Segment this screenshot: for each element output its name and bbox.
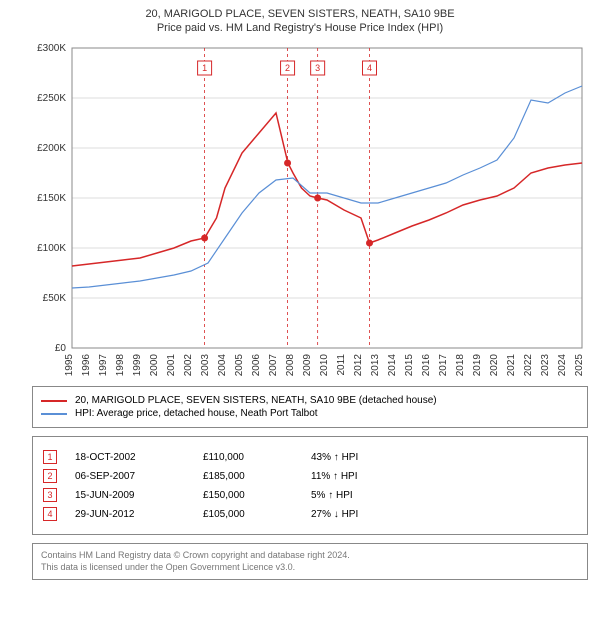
svg-text:£0: £0: [55, 343, 67, 354]
svg-text:2020: 2020: [489, 354, 500, 377]
transaction-row: 3 15-JUN-2009 £150,000 5% ↑ HPI: [43, 488, 577, 502]
svg-text:£50K: £50K: [43, 293, 67, 304]
footer-box: Contains HM Land Registry data © Crown c…: [32, 543, 588, 580]
transaction-row: 4 29-JUN-2012 £105,000 27% ↓ HPI: [43, 507, 577, 521]
svg-text:1999: 1999: [132, 354, 143, 377]
transaction-price: £105,000: [203, 509, 293, 520]
transaction-date: 18-OCT-2002: [75, 452, 185, 463]
svg-text:2006: 2006: [251, 354, 262, 377]
svg-text:2001: 2001: [166, 354, 177, 377]
svg-text:2008: 2008: [285, 354, 296, 377]
svg-text:2019: 2019: [472, 354, 483, 377]
legend-box: 20, MARIGOLD PLACE, SEVEN SISTERS, NEATH…: [32, 386, 588, 428]
svg-text:2013: 2013: [370, 354, 381, 377]
legend-label-1: 20, MARIGOLD PLACE, SEVEN SISTERS, NEATH…: [75, 395, 437, 406]
transaction-pct: 5% ↑ HPI: [311, 490, 411, 501]
svg-text:2014: 2014: [387, 354, 398, 377]
transaction-pct: 27% ↓ HPI: [311, 509, 411, 520]
svg-text:2: 2: [285, 63, 290, 73]
transaction-pct: 43% ↑ HPI: [311, 452, 411, 463]
svg-text:2004: 2004: [217, 354, 228, 377]
legend-swatch-2: [41, 413, 67, 415]
svg-text:2024: 2024: [557, 354, 568, 377]
svg-text:1995: 1995: [64, 354, 75, 377]
svg-text:2012: 2012: [353, 354, 364, 377]
legend-row: 20, MARIGOLD PLACE, SEVEN SISTERS, NEATH…: [41, 395, 579, 406]
transactions-box: 1 18-OCT-2002 £110,000 43% ↑ HPI 2 06-SEP-200…: [32, 436, 588, 535]
transaction-number-badge: 4: [43, 507, 57, 521]
svg-text:1996: 1996: [81, 354, 92, 377]
svg-text:2015: 2015: [404, 354, 415, 377]
transaction-date: 15-JUN-2009: [75, 490, 185, 501]
svg-text:2009: 2009: [302, 354, 313, 377]
svg-text:£300K: £300K: [37, 43, 66, 54]
svg-text:2016: 2016: [421, 354, 432, 377]
svg-text:1: 1: [202, 63, 207, 73]
transaction-number-badge: 3: [43, 488, 57, 502]
svg-text:2025: 2025: [574, 354, 585, 377]
svg-text:£150K: £150K: [37, 193, 66, 204]
svg-text:2018: 2018: [455, 354, 466, 377]
svg-text:1998: 1998: [115, 354, 126, 377]
svg-text:3: 3: [315, 63, 320, 73]
legend-row: HPI: Average price, detached house, Neat…: [41, 408, 579, 419]
title-line-1: 20, MARIGOLD PLACE, SEVEN SISTERS, NEATH…: [12, 8, 588, 20]
svg-text:2002: 2002: [183, 354, 194, 377]
legend-swatch-1: [41, 400, 67, 402]
transaction-number-badge: 2: [43, 469, 57, 483]
title-line-2: Price paid vs. HM Land Registry's House …: [12, 22, 588, 34]
transaction-date: 06-SEP-2007: [75, 471, 185, 482]
legend-label-2: HPI: Average price, detached house, Neat…: [75, 408, 318, 419]
svg-text:2022: 2022: [523, 354, 534, 377]
transaction-row: 2 06-SEP-2007 £185,000 11% ↑ HPI: [43, 469, 577, 483]
svg-text:4: 4: [367, 63, 372, 73]
svg-text:£100K: £100K: [37, 243, 66, 254]
transaction-date: 29-JUN-2012: [75, 509, 185, 520]
svg-text:£250K: £250K: [37, 93, 66, 104]
transaction-row: 1 18-OCT-2002 £110,000 43% ↑ HPI: [43, 450, 577, 464]
svg-text:2010: 2010: [319, 354, 330, 377]
chart-svg: 1 2 3 4 £0 £50K £100K £150K £200K £250K £300K 1995 1…: [32, 40, 588, 380]
svg-text:2017: 2017: [438, 354, 449, 377]
transaction-pct: 11% ↑ HPI: [311, 471, 411, 482]
chart-area: 1 2 3 4 £0 £50K £100K £150K £200K £250K £300K 1995 1…: [32, 40, 588, 380]
title-block: 20, MARIGOLD PLACE, SEVEN SISTERS, NEATH…: [12, 8, 588, 34]
svg-text:2007: 2007: [268, 354, 279, 377]
transaction-number-badge: 1: [43, 450, 57, 464]
svg-text:2003: 2003: [200, 354, 211, 377]
chart-container: 20, MARIGOLD PLACE, SEVEN SISTERS, NEATH…: [0, 0, 600, 588]
transaction-price: £150,000: [203, 490, 293, 501]
transaction-price: £110,000: [203, 452, 293, 463]
svg-text:2005: 2005: [234, 354, 245, 377]
svg-text:2021: 2021: [506, 354, 517, 377]
svg-text:2000: 2000: [149, 354, 160, 377]
svg-text:1997: 1997: [98, 354, 109, 377]
footer-line-2: This data is licensed under the Open Gov…: [41, 562, 579, 574]
svg-text:2023: 2023: [540, 354, 551, 377]
transaction-price: £185,000: [203, 471, 293, 482]
svg-text:£200K: £200K: [37, 143, 66, 154]
footer-line-1: Contains HM Land Registry data © Crown c…: [41, 550, 579, 562]
svg-text:2011: 2011: [336, 354, 347, 376]
